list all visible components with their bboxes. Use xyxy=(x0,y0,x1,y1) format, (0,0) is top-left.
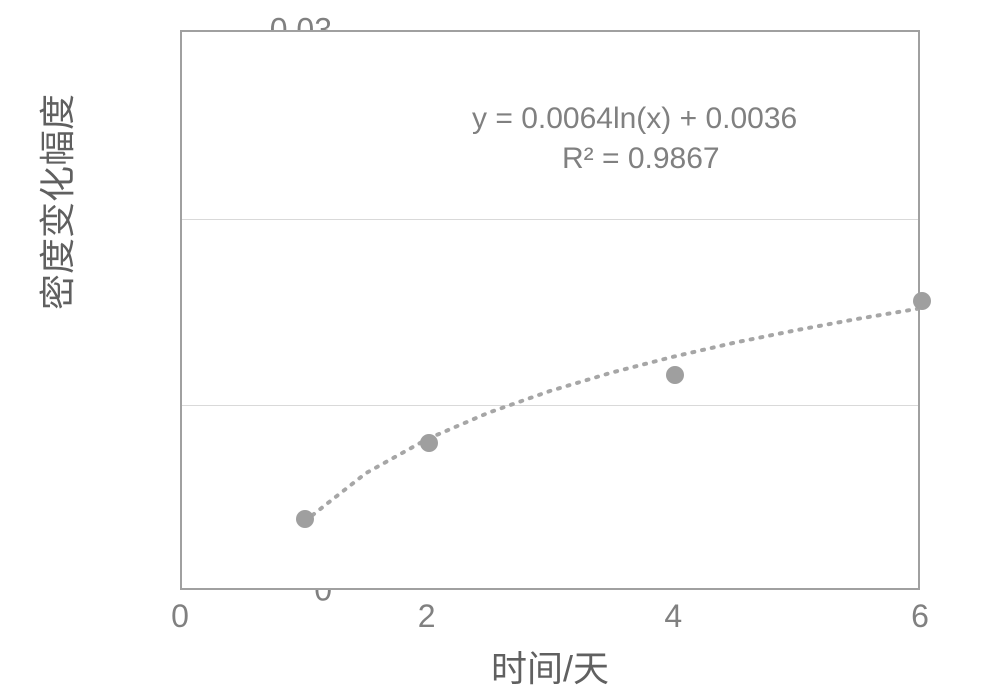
data-point xyxy=(666,366,684,384)
trendline-path xyxy=(305,309,918,522)
trendline-equation: y = 0.0064ln(x) + 0.0036 xyxy=(472,102,797,136)
x-axis-title: 时间/天 xyxy=(491,640,609,692)
trendline-r-squared: R² = 0.9867 xyxy=(562,142,720,176)
chart-container: 0.03 0.02 0.01 0 密度变化幅度 y = 0.0064ln(x) … xyxy=(50,20,950,680)
y-axis-title: 密度变化幅度 xyxy=(29,94,81,310)
data-point xyxy=(296,510,314,528)
plot-area: y = 0.0064ln(x) + 0.0036 R² = 0.9867 xyxy=(180,30,920,590)
x-tick-label: 0 xyxy=(171,598,189,635)
data-point xyxy=(913,292,931,310)
x-tick-label: 4 xyxy=(664,598,682,635)
x-tick-label: 6 xyxy=(911,598,929,635)
data-point xyxy=(420,434,438,452)
x-tick-label: 2 xyxy=(418,598,436,635)
